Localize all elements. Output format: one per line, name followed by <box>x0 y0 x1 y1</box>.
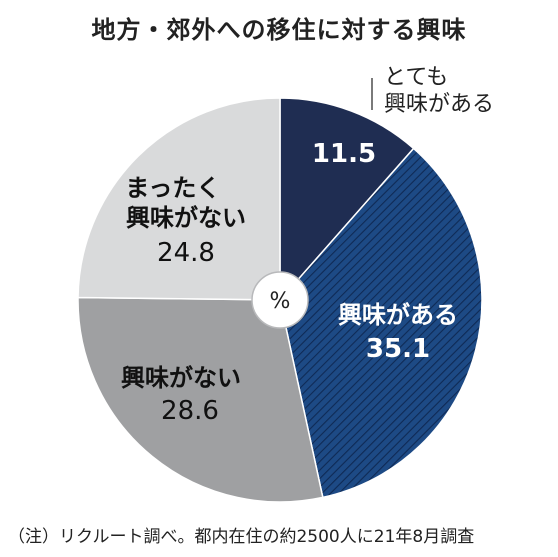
data-label-very-interested: 11.5 <box>312 139 376 169</box>
unit-label: % <box>270 289 291 314</box>
pie-slice-not-at-all-interested <box>77 97 281 301</box>
category-label-not-at-all-interested: まったく 興味がない <box>125 174 246 232</box>
pie-slice-very-interested <box>279 97 415 302</box>
data-label-interested: 35.1 <box>366 334 430 364</box>
category-label-not-at-all-interested-line-2: 興味がない <box>126 204 246 232</box>
category-label-very-interested-line-2: 興味がある <box>384 92 494 117</box>
data-label-not-interested: 28.6 <box>161 396 219 426</box>
category-label-not-at-all-interested-line-1: まったく <box>125 174 220 202</box>
category-label-very-interested: とても 興味がある <box>384 65 494 117</box>
category-label-interested: 興味がある <box>338 301 458 329</box>
source-note: （注）リクルート調べ。都内在住の約2500人に21年8月調査 <box>8 527 475 547</box>
unit-center-circle <box>251 271 309 329</box>
pie-slice-interested <box>279 147 483 499</box>
chart-title: 地方・郊外への移住に対する興味 <box>91 16 467 44</box>
data-label-not-at-all-interested: 24.8 <box>157 238 215 268</box>
category-label-very-interested-line-1: とても <box>384 65 448 90</box>
category-label-not-interested: 興味がない <box>121 364 241 392</box>
pie-slice-not-interested <box>77 296 324 503</box>
